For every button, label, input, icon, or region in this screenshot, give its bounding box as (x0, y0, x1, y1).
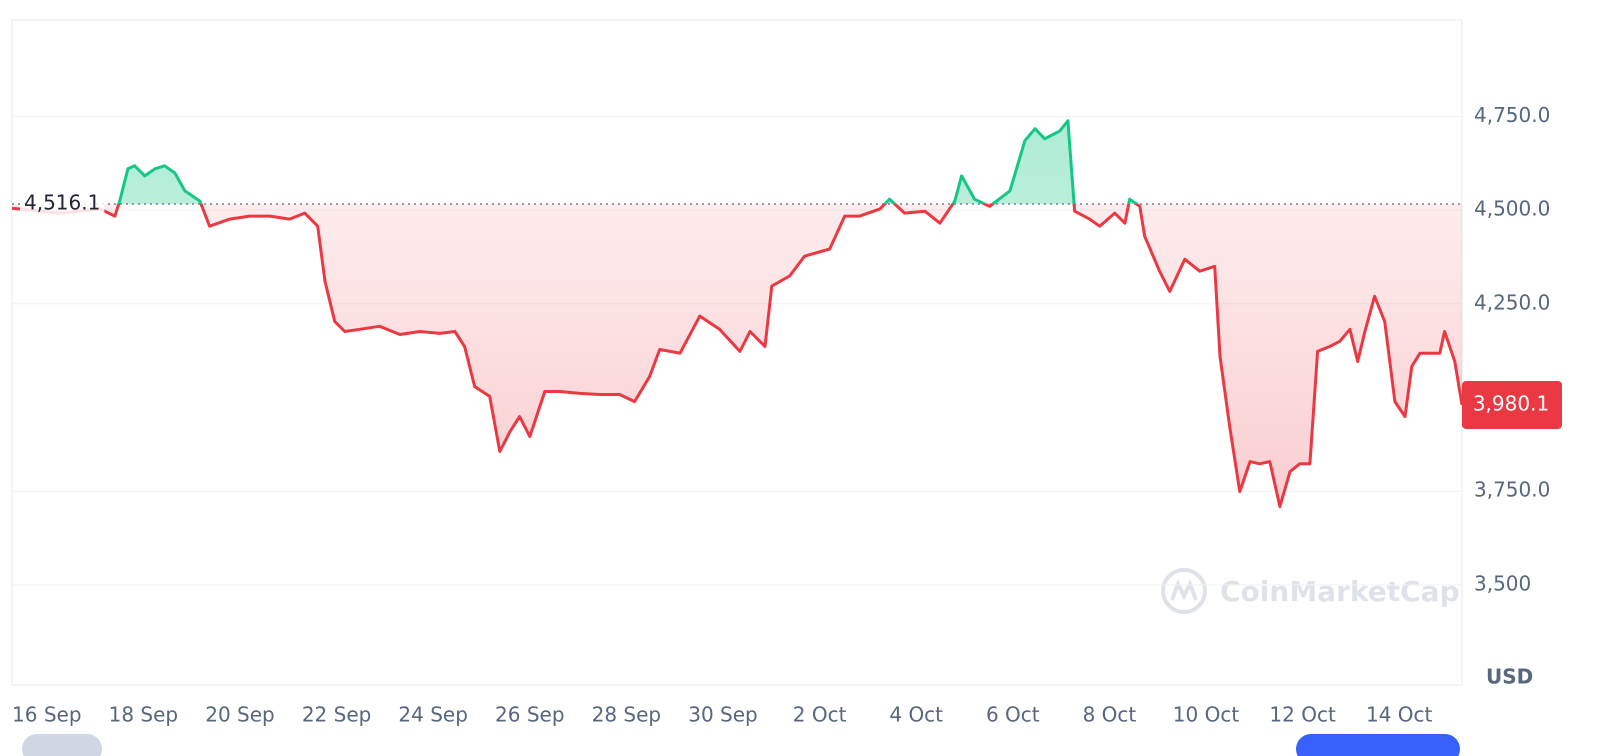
last-price-label: 3,980.1 (1473, 391, 1549, 415)
baseline-label: 4,516.1 (24, 191, 100, 215)
last-price-badge (1462, 380, 1562, 429)
x-tick-label: 20 Sep (205, 703, 275, 727)
x-tick-label: 10 Oct (1173, 703, 1240, 727)
x-tick-label: 22 Sep (302, 703, 372, 727)
x-tick-label: 4 Oct (889, 703, 943, 727)
x-tick-label: 30 Sep (688, 703, 758, 727)
x-tick-label: 12 Oct (1269, 703, 1336, 727)
y-tick-label: 4,750.0 (1474, 103, 1550, 127)
baseline-label-bg (20, 188, 105, 217)
x-tick-label: 18 Sep (109, 703, 179, 727)
y-tick-label: 3,500 (1474, 571, 1531, 595)
range-selector[interactable] (1296, 734, 1460, 756)
x-tick-label: 24 Sep (398, 703, 468, 727)
x-tick-label: 8 Oct (1083, 703, 1137, 727)
watermark-text: CoinMarketCap (1220, 575, 1460, 608)
y-tick-label: 4,500.0 (1474, 197, 1550, 221)
x-tick-label: 16 Sep (12, 703, 82, 727)
x-tick-label: 2 Oct (793, 703, 847, 727)
line-down (11, 204, 1464, 509)
x-tick-label: 14 Oct (1366, 703, 1433, 727)
x-tick-label: 28 Sep (592, 703, 662, 727)
area-down (12, 204, 1462, 507)
x-tick-label: 6 Oct (986, 703, 1040, 727)
range-button[interactable] (22, 734, 102, 756)
y-tick-label: 4,250.0 (1474, 290, 1550, 314)
x-tick-label: 26 Sep (495, 703, 565, 727)
y-unit: USD (1486, 665, 1533, 689)
y-tick-label: 3,750.0 (1474, 478, 1550, 502)
area-up (12, 120, 1462, 205)
watermark: CoinMarketCap (1161, 568, 1460, 614)
